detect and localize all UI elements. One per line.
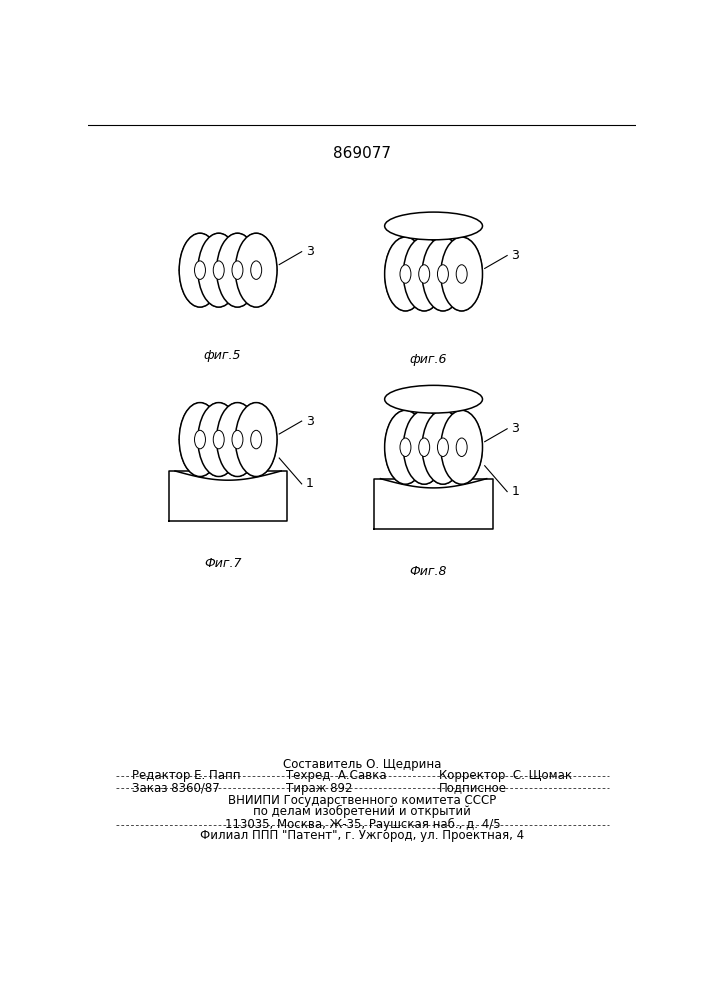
Text: по делам изобретений и открытий: по делам изобретений и открытий [253,805,472,818]
Ellipse shape [385,385,482,413]
Text: 869077: 869077 [333,146,392,161]
Text: Тираж 892: Тираж 892 [286,782,352,795]
Text: Филиал ППП "Патент", г. Ужгород, ул. Проектная, 4: Филиал ППП "Патент", г. Ужгород, ул. Про… [200,829,525,842]
Text: Фиг.8: Фиг.8 [409,565,447,578]
Ellipse shape [419,438,430,456]
Ellipse shape [214,261,224,279]
Ellipse shape [194,430,206,449]
Text: фиг.5: фиг.5 [204,349,241,362]
Ellipse shape [422,410,464,484]
Ellipse shape [441,237,482,311]
Ellipse shape [441,410,482,484]
Ellipse shape [179,233,221,307]
Text: 3: 3 [512,422,520,435]
Text: Техред  А.Савка: Техред А.Савка [286,769,386,782]
Ellipse shape [438,265,448,283]
Ellipse shape [198,233,240,307]
Ellipse shape [400,265,411,283]
Text: 113035, Москва, Ж-35, Раушская наб., д. 4/5: 113035, Москва, Ж-35, Раушская наб., д. … [225,818,500,831]
Text: Заказ 8360/87: Заказ 8360/87 [132,782,220,795]
Text: фиг.6: фиг.6 [409,353,447,366]
Polygon shape [169,471,288,521]
Ellipse shape [216,233,258,307]
Text: 1: 1 [512,485,520,498]
Text: Составитель О. Щедрина: Составитель О. Щедрина [283,758,442,771]
Text: Подписное: Подписное [439,782,507,795]
Ellipse shape [456,265,467,283]
Ellipse shape [419,265,430,283]
Ellipse shape [232,261,243,279]
Ellipse shape [400,438,411,456]
Ellipse shape [198,403,240,477]
Ellipse shape [216,403,258,477]
Text: Фиг.7: Фиг.7 [204,557,241,570]
Text: 3: 3 [306,245,314,258]
Text: 3: 3 [306,415,314,428]
Ellipse shape [385,212,482,240]
Ellipse shape [404,237,445,311]
Ellipse shape [385,410,426,484]
Ellipse shape [235,233,277,307]
Ellipse shape [214,430,224,449]
Ellipse shape [251,261,262,279]
Ellipse shape [385,237,426,311]
Text: 1: 1 [306,477,314,490]
Ellipse shape [232,430,243,449]
Text: Редактор Е. Папп: Редактор Е. Папп [132,769,240,782]
Ellipse shape [179,403,221,477]
Text: ВНИИПИ Государственного комитета СССР: ВНИИПИ Государственного комитета СССР [228,794,496,807]
Ellipse shape [404,410,445,484]
Ellipse shape [456,438,467,456]
Text: Корректор  С. Щомак: Корректор С. Щомак [439,769,572,782]
Ellipse shape [422,237,464,311]
Polygon shape [374,479,493,529]
Text: 3: 3 [512,249,520,262]
Ellipse shape [194,261,206,279]
Ellipse shape [235,403,277,477]
Ellipse shape [438,438,448,456]
Ellipse shape [251,430,262,449]
